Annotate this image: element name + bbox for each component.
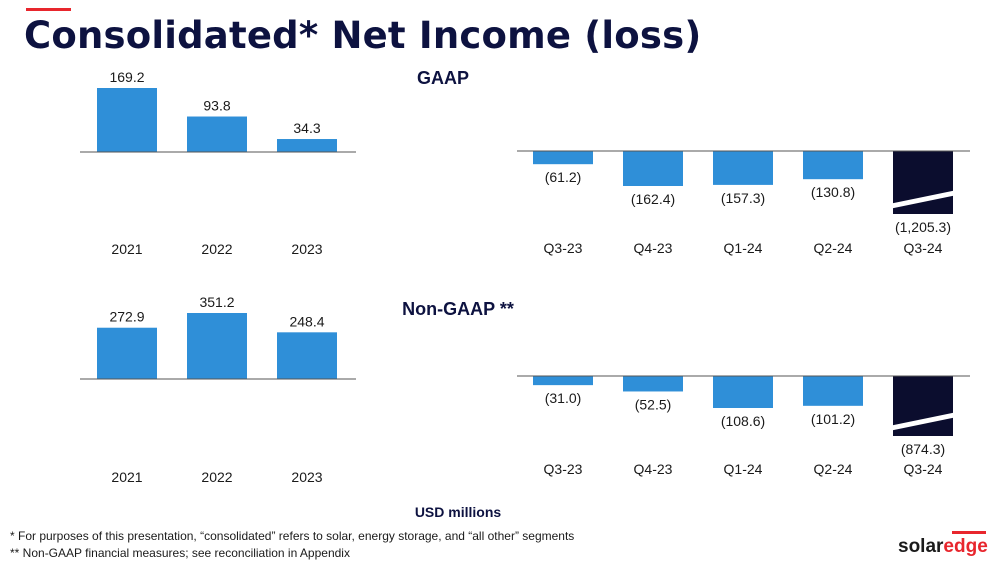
data-label-2021: 272.9 [109, 309, 144, 325]
data-label-2023: 248.4 [289, 313, 324, 329]
category-label-2022: 2022 [201, 469, 232, 485]
bar-2022 [187, 313, 247, 379]
data-label-Q2-24: (130.8) [811, 184, 855, 200]
units-label: USD millions [414, 504, 502, 520]
logo-edge-text: edge [943, 536, 988, 557]
footnote-nongaap: ** Non-GAAP financial measures; see reco… [10, 546, 350, 560]
data-label-2021: 169.2 [109, 69, 144, 85]
gaap-annual-chart: 169.2 2021 93.8 2022 34.3 2023 [80, 69, 356, 257]
category-label-Q3-23: Q3-23 [544, 461, 583, 477]
bar-Q4-23 [623, 376, 683, 392]
category-label-2021: 2021 [111, 469, 142, 485]
category-label-Q3-24: Q3-24 [904, 461, 943, 477]
data-label-Q3-24: (1,205.3) [895, 219, 951, 235]
data-label-2022: 93.8 [203, 98, 230, 114]
category-label-2023: 2023 [291, 469, 322, 485]
gaap-section-label: GAAP [416, 68, 470, 88]
data-label-Q4-23: (52.5) [635, 396, 672, 412]
bar-Q2-24 [803, 376, 863, 406]
bar-Q1-24 [713, 376, 773, 408]
footnote-consolidated: * For purposes of this presentation, “co… [10, 529, 575, 543]
data-label-Q1-24: (157.3) [721, 190, 765, 206]
data-label-Q2-24: (101.2) [811, 411, 855, 427]
bar-2022 [187, 116, 247, 152]
page-title: Consolidated* Net Income (loss) [24, 14, 702, 57]
bar-Q3-23 [533, 376, 593, 386]
nongaap-section-label: Non-GAAP ** [402, 299, 514, 319]
data-label-Q3-24: (874.3) [901, 441, 945, 457]
category-label-Q4-23: Q4-23 [634, 240, 673, 256]
bar-Q3-23 [533, 151, 593, 165]
data-label-Q4-23: (162.4) [631, 191, 675, 207]
bar-2021 [97, 88, 157, 152]
category-label-Q2-24: Q2-24 [814, 461, 853, 477]
logo-solar-text: solar [898, 536, 944, 557]
nongaap-quarterly-chart: (31.0) Q3-23 (52.5) Q4-23 (108.6) Q1-24 (101.2… [517, 375, 970, 477]
bar-Q2-24 [803, 151, 863, 180]
data-label-2023: 34.3 [293, 120, 320, 136]
category-label-Q1-24: Q1-24 [724, 461, 763, 477]
category-label-Q3-24: Q3-24 [904, 240, 943, 256]
data-label-2022: 351.2 [199, 294, 234, 310]
bar-2021 [97, 327, 157, 379]
solaredge-logo: solaredge [898, 531, 988, 558]
gaap-quarterly-chart: (61.2) Q3-23 (162.4) Q4-23 (157.3) Q1-24 (130.… [517, 150, 970, 256]
data-label-Q3-23: (61.2) [545, 169, 582, 185]
nongaap-annual-chart: 272.9 2021 351.2 2022 248.4 2023 [80, 294, 356, 485]
category-label-Q4-23: Q4-23 [634, 461, 673, 477]
category-label-2023: 2023 [291, 241, 322, 257]
axis-break-marker [889, 190, 957, 209]
category-label-2022: 2022 [201, 241, 232, 257]
category-label-Q1-24: Q1-24 [724, 240, 763, 256]
bar-2023 [277, 139, 337, 152]
title-accent-line [26, 8, 71, 11]
category-label-Q3-23: Q3-23 [544, 240, 583, 256]
bar-2023 [277, 332, 337, 379]
logo-accent-bar [952, 531, 986, 534]
data-label-Q1-24: (108.6) [721, 413, 765, 429]
category-label-Q2-24: Q2-24 [814, 240, 853, 256]
bar-Q1-24 [713, 151, 773, 185]
axis-break-marker [889, 412, 957, 431]
bar-Q4-23 [623, 151, 683, 186]
data-label-Q3-23: (31.0) [545, 390, 582, 406]
category-label-2021: 2021 [111, 241, 142, 257]
